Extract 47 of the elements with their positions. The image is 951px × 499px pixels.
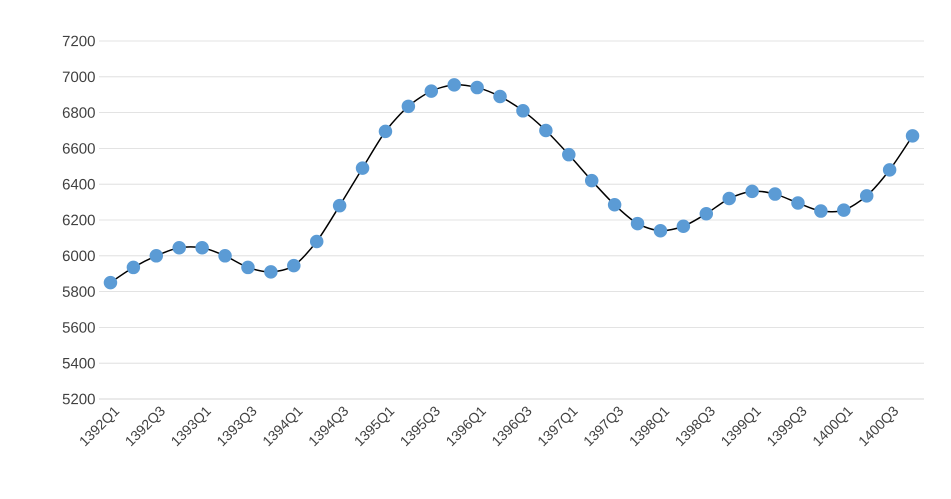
point [287,258,301,272]
point [378,124,392,138]
point [264,265,278,279]
point [493,90,507,104]
point [332,198,346,212]
y-tick-label: 7000 [62,71,95,82]
point [539,124,553,138]
point [218,249,232,263]
point [630,216,644,230]
point [195,240,209,254]
y-tick-label: 6600 [62,143,95,154]
point [791,196,805,210]
point [608,198,622,212]
point [356,161,370,175]
point [906,129,920,143]
point [424,84,438,98]
y-tick-label: 5800 [62,286,95,297]
point [310,234,324,248]
y-tick-label: 6200 [62,214,95,226]
y-tick-label: 6000 [62,250,95,262]
y-tick-label: 5400 [62,358,95,369]
point [241,260,255,274]
point [584,174,598,188]
point [402,100,416,114]
point [126,260,140,274]
y-tick-label: 7200 [62,36,95,46]
point [860,189,874,203]
point [172,240,186,254]
point [654,224,668,238]
point [447,78,461,92]
point [768,187,782,201]
point [676,220,690,234]
y-tick-label: 6400 [62,178,95,190]
point [700,206,714,220]
point [150,249,164,263]
point [745,184,759,198]
y-tick-label: 5200 [62,394,95,404]
point [837,203,851,217]
point [516,104,530,118]
y-tick-label: 5600 [62,322,95,333]
y-tick-label: 6800 [62,107,95,118]
point [814,204,828,218]
point [722,192,736,206]
point [562,148,576,162]
point [104,276,118,290]
point [470,80,484,94]
point [882,163,896,177]
